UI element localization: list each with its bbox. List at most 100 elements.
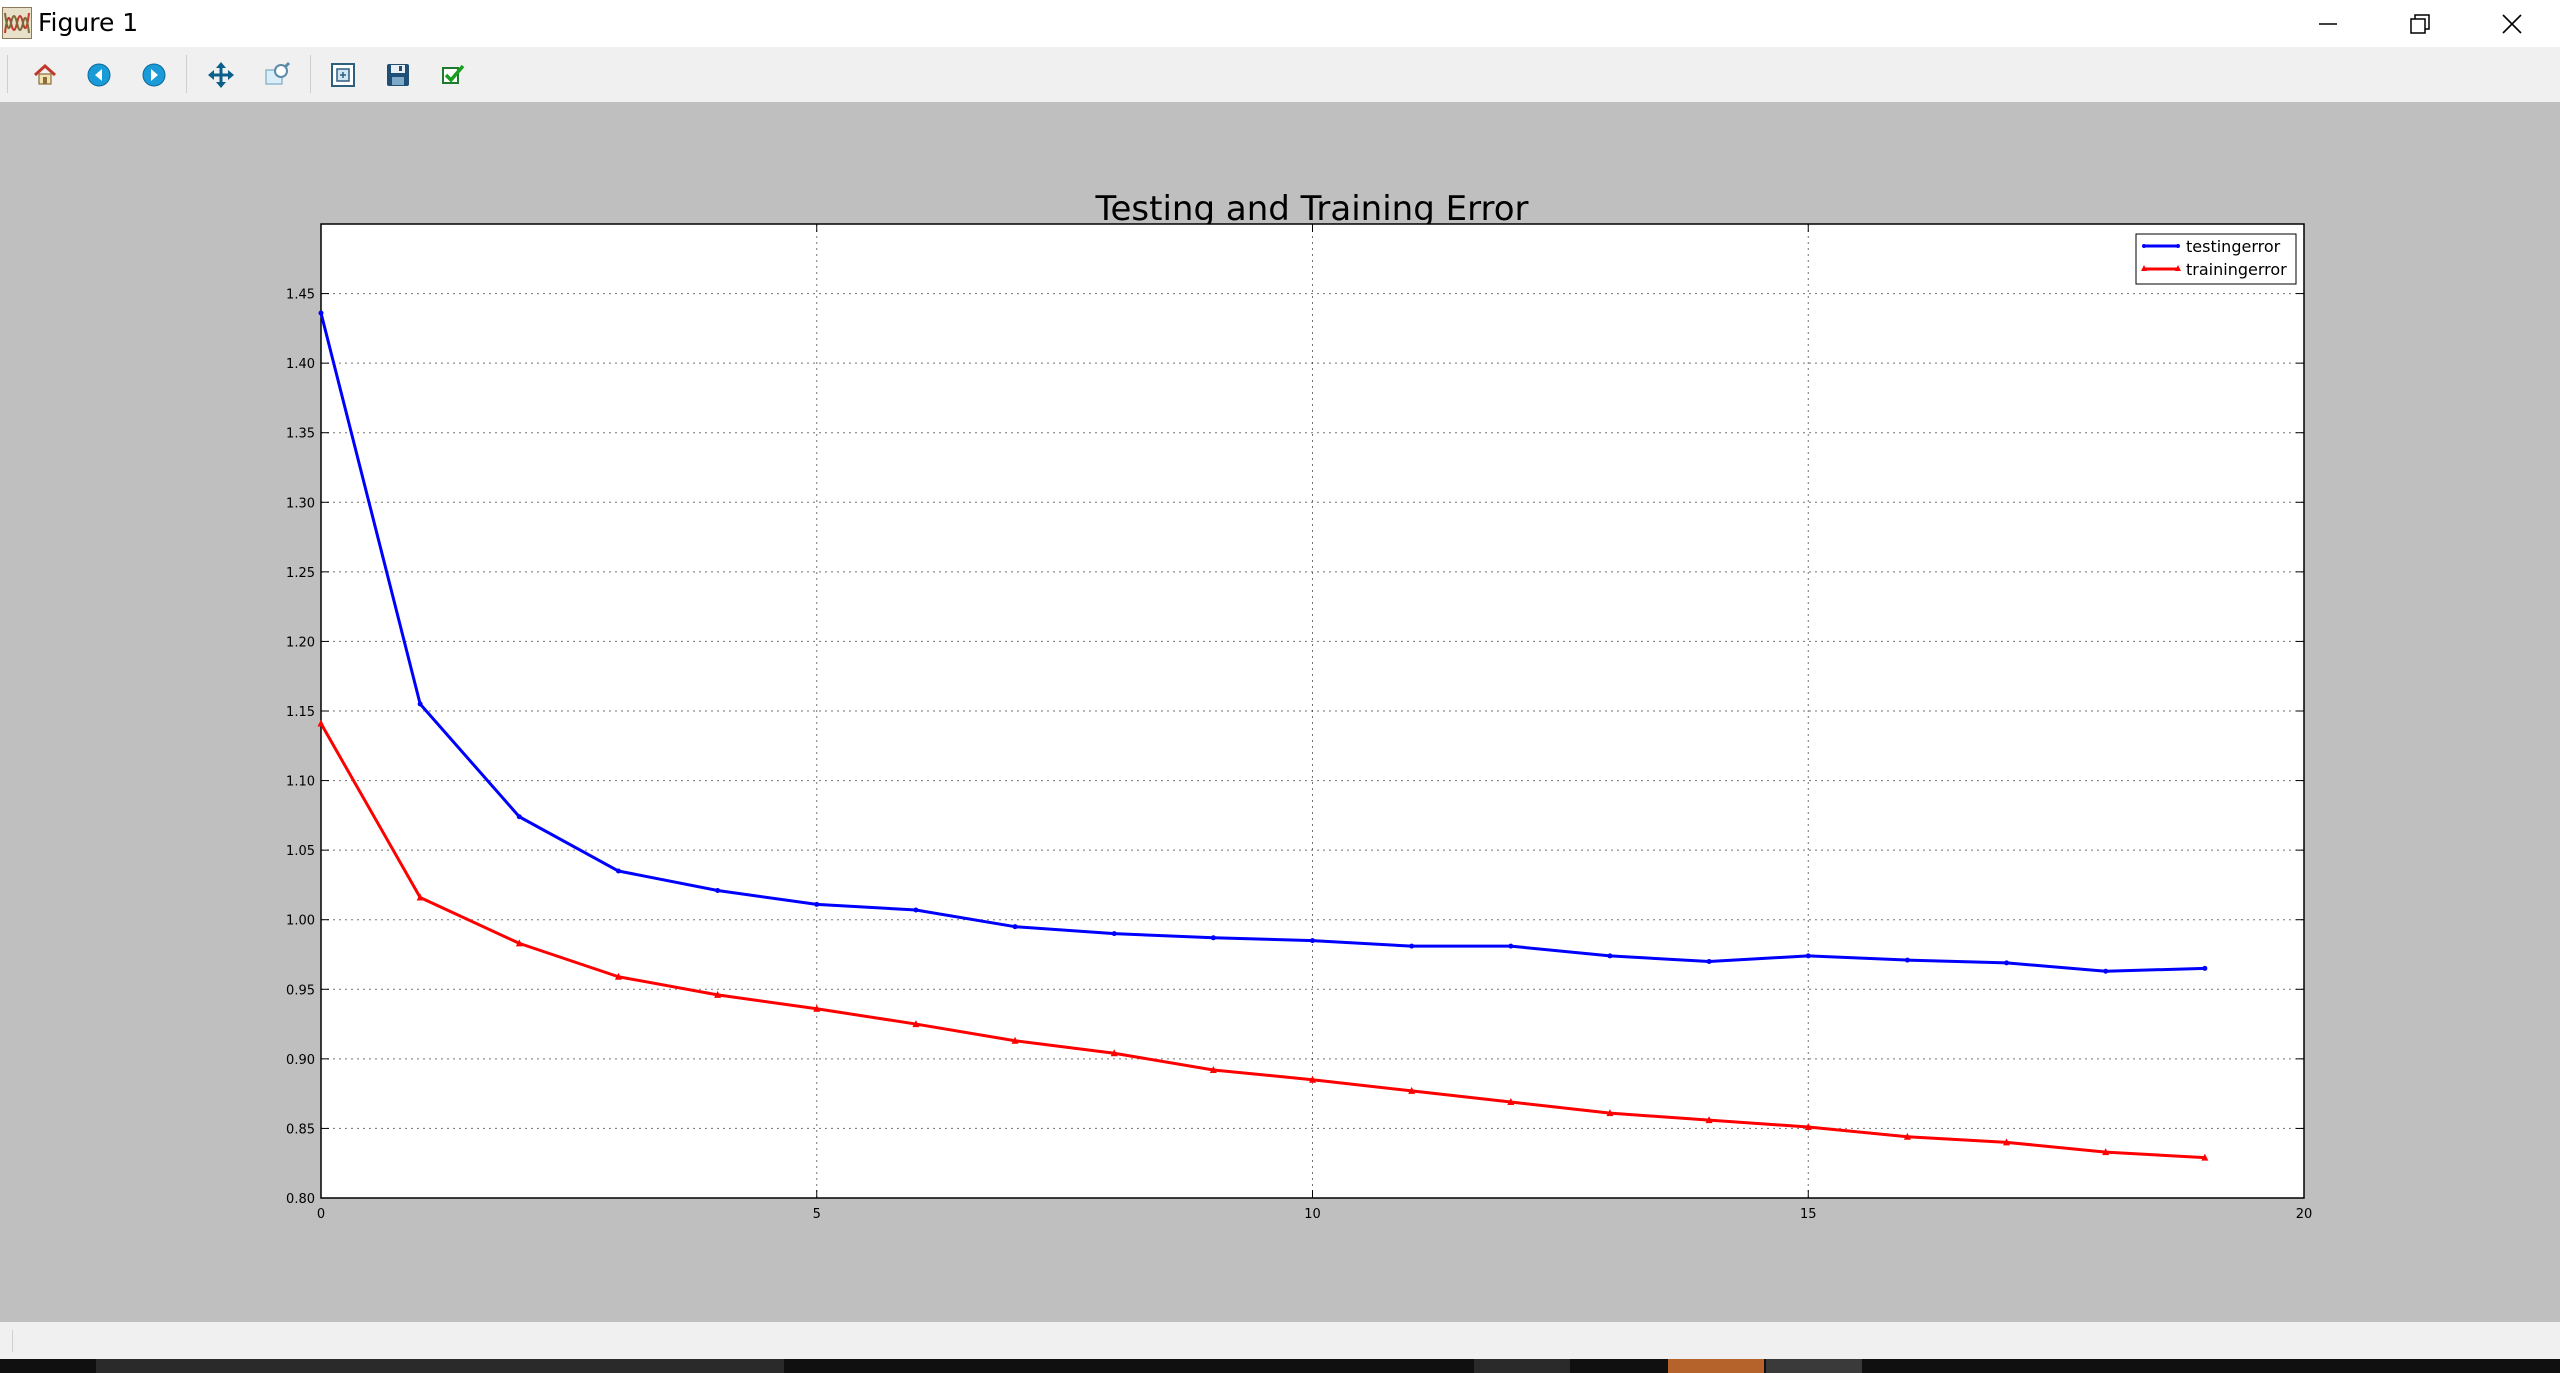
data-point-trainingerror	[1110, 1049, 1118, 1057]
forward-arrow-icon	[142, 63, 166, 87]
close-icon	[2502, 13, 2522, 34]
edit-axis-button[interactable]	[435, 58, 471, 92]
data-point-trainingerror	[813, 1004, 821, 1012]
configure-subplots-button[interactable]	[325, 58, 361, 92]
data-point-testingerror	[615, 868, 621, 874]
data-point-trainingerror	[1408, 1086, 1416, 1094]
x-tick-label: 10	[1304, 1207, 1321, 1222]
data-point-testingerror	[1805, 953, 1811, 959]
pan-button[interactable]	[203, 58, 239, 92]
toolbar-separator	[7, 55, 8, 93]
navigation-toolbar	[0, 47, 2560, 103]
home-button[interactable]	[27, 58, 63, 92]
data-point-testingerror	[2004, 960, 2010, 966]
data-point-testingerror	[1310, 938, 1315, 944]
data-point-testingerror	[814, 901, 820, 907]
y-tick-label: 1.45	[286, 288, 315, 303]
close-button[interactable]	[2466, 0, 2558, 47]
legend-marker-trainingerror	[2175, 265, 2181, 271]
move-icon	[208, 62, 234, 88]
y-tick-label: 1.35	[286, 427, 315, 442]
taskbar-item[interactable]	[96, 1359, 784, 1373]
x-axis: 0 5 10 15 20	[317, 224, 2312, 1222]
data-point-testingerror	[1409, 943, 1415, 949]
chart-title: Testing and Training Error	[1095, 189, 1529, 229]
data-point-trainingerror	[1209, 1065, 1217, 1073]
toolbar-separator	[186, 55, 187, 93]
back-button[interactable]	[81, 58, 117, 92]
data-point-testingerror	[1210, 935, 1216, 941]
data-point-trainingerror	[1507, 1097, 1515, 1105]
series-line-trainingerror	[319, 722, 2205, 1160]
legend-label-testingerror: testingerror	[2186, 237, 2281, 256]
y-tick-label: 0.95	[286, 983, 315, 998]
matplotlib-app-icon	[2, 7, 32, 39]
minimize-icon	[2319, 22, 2337, 25]
y-tick-label: 1.05	[286, 844, 315, 859]
series-lines	[317, 310, 2209, 1161]
y-tick-label: 1.20	[286, 635, 315, 650]
minimize-button[interactable]	[2282, 0, 2374, 47]
data-point-trainingerror	[714, 990, 722, 998]
figure-canvas[interactable]: Testing and Training Error 0.80 0.85 0.90 0…	[0, 102, 2560, 1322]
plot-svg[interactable]: Testing and Training Error 0.800.850.900…	[0, 102, 2560, 1322]
y-tick-label: 1.25	[286, 566, 315, 581]
data-point-testingerror	[1012, 924, 1018, 930]
data-point-trainingerror	[2102, 1148, 2110, 1156]
data-point-trainingerror	[1606, 1109, 1614, 1117]
data-point-testingerror	[2202, 965, 2208, 971]
restore-button[interactable]	[2374, 0, 2466, 47]
data-point-testingerror	[1706, 958, 1712, 964]
data-point-trainingerror	[1011, 1036, 1019, 1044]
x-tick-label: 0	[317, 1207, 325, 1222]
taskbar-item[interactable]	[1474, 1359, 1570, 1373]
taskbar-item[interactable]	[1766, 1359, 1862, 1373]
data-point-trainingerror	[416, 893, 424, 901]
data-point-testingerror	[913, 907, 919, 913]
series-line-testingerror	[319, 312, 2205, 973]
x-tick-label: 5	[813, 1207, 821, 1222]
restore-icon	[2410, 13, 2430, 34]
home-icon	[33, 63, 57, 85]
floppy-disk-icon	[387, 64, 409, 86]
data-point-testingerror	[516, 814, 522, 820]
y-tick-label: 1.00	[286, 914, 315, 929]
taskbar-item-active[interactable]	[1668, 1359, 1764, 1373]
window-titlebar: Figure 1	[0, 0, 2560, 47]
legend-box	[2135, 233, 2297, 285]
zoom-icon	[265, 61, 291, 85]
data-point-trainingerror	[1705, 1116, 1713, 1124]
data-point-trainingerror	[912, 1020, 920, 1028]
y-tick-label: 0.90	[286, 1053, 315, 1068]
y-axis: 0.80 0.85 0.90 0.95 1.00 1.05 1.10 1.15 1.20 1.25…	[286, 288, 2304, 1207]
checkmark-icon	[442, 64, 465, 84]
data-point-testingerror	[1508, 943, 1514, 949]
data-point-trainingerror	[317, 719, 325, 727]
data-point-testingerror	[715, 887, 721, 893]
data-point-trainingerror	[614, 972, 622, 980]
back-arrow-icon	[87, 63, 111, 87]
zoom-button[interactable]	[259, 58, 295, 92]
window-title: Figure 1	[38, 8, 139, 37]
data-point-trainingerror	[1804, 1123, 1812, 1131]
data-point-testingerror	[2103, 968, 2109, 974]
y-tick-label: 1.10	[286, 775, 315, 790]
status-divider	[12, 1330, 13, 1352]
x-tick-label: 20	[2296, 1207, 2313, 1222]
legend: testingerror trainingerror	[2135, 233, 2297, 285]
y-tick-label: 1.40	[286, 357, 315, 372]
x-tick-label: 15	[1800, 1207, 1817, 1222]
status-bar	[0, 1322, 2560, 1359]
data-point-trainingerror	[2003, 1138, 2011, 1146]
data-point-testingerror	[318, 310, 324, 316]
forward-button[interactable]	[136, 58, 172, 92]
y-tick-label: 0.80	[286, 1192, 315, 1207]
data-point-testingerror	[1607, 953, 1613, 959]
save-button[interactable]	[380, 58, 416, 92]
subplots-icon	[331, 63, 355, 87]
y-tick-label: 1.30	[286, 496, 315, 511]
data-point-trainingerror	[1903, 1132, 1911, 1140]
data-point-testingerror	[417, 701, 423, 707]
legend-marker-testingerror	[2176, 244, 2180, 248]
y-tick-label: 0.85	[286, 1122, 315, 1137]
